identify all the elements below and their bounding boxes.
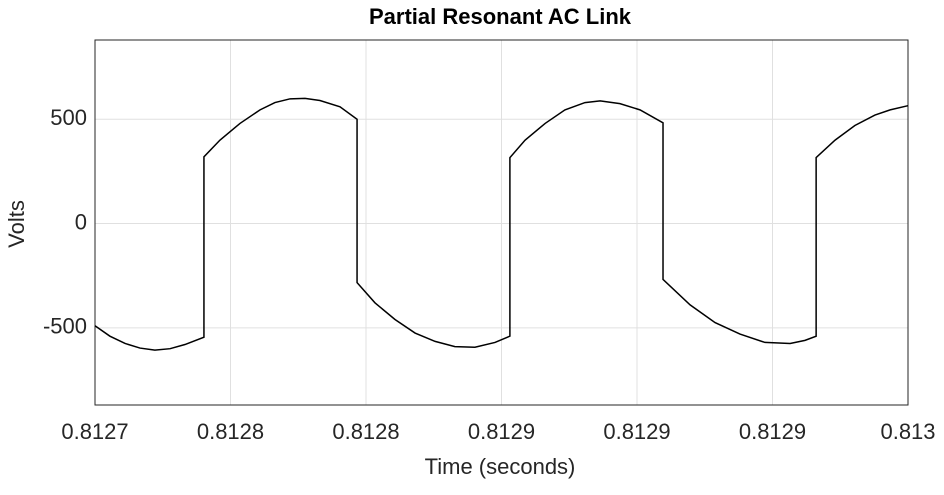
x-axis-label: Time (seconds) xyxy=(425,454,576,479)
y-tick-label: -500 xyxy=(43,314,87,339)
x-tick-label: 0.8128 xyxy=(332,419,399,444)
plot-frame xyxy=(94,39,909,406)
x-tick-label: 0.8127 xyxy=(61,419,128,444)
x-tick-label: 0.813 xyxy=(880,419,935,444)
y-tick-label: 500 xyxy=(50,105,87,130)
chart-title: Partial Resonant AC Link xyxy=(369,4,632,29)
x-tick-label: 0.8129 xyxy=(603,419,670,444)
line-series xyxy=(94,97,909,351)
x-tick-label: 0.8129 xyxy=(468,419,535,444)
x-tick-label: 0.8128 xyxy=(197,419,264,444)
y-axis-label: Volts xyxy=(4,200,29,248)
y-tick-label: 0 xyxy=(75,209,87,234)
x-tick-label: 0.8129 xyxy=(739,419,806,444)
